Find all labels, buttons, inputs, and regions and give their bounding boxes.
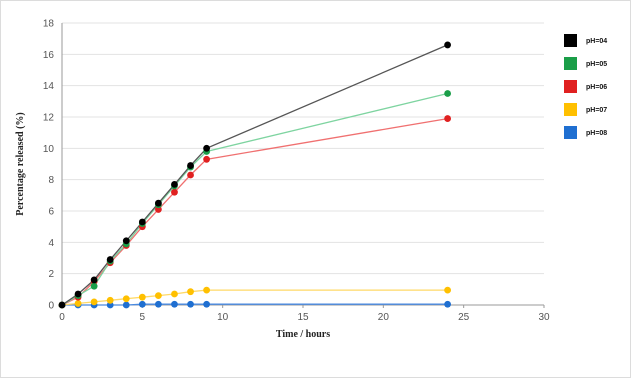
x-tick-label: 30 [538, 312, 550, 323]
data-point-pH=04 [171, 180, 178, 188]
x-tick-label: 15 [297, 312, 309, 323]
y-tick-label: 16 [43, 50, 55, 61]
data-point-pH=08 [444, 300, 451, 308]
y-tick-label: 14 [43, 81, 55, 92]
data-point-pH=04 [58, 301, 66, 309]
data-point-pH=06 [203, 155, 211, 163]
axes: 0 2 4 6 8 10 12 14 16 18 0 5 10 15 20 25 30 [43, 19, 550, 324]
data-point-pH=06 [187, 171, 194, 179]
y-axis-title: Percentage released (%) [15, 112, 26, 215]
legend-swatch [564, 34, 577, 47]
data-point-pH=06 [155, 206, 162, 213]
legend: pH=04 pH=05 pH=06 pH=07 pH=08 [564, 34, 607, 139]
data-point-pH=04 [90, 276, 98, 284]
y-tick-label: 18 [43, 19, 55, 30]
legend-swatch [564, 57, 577, 70]
data-point-pH=06 [171, 188, 178, 196]
series-line-pH=04 [61, 44, 448, 306]
data-point-pH=07 [444, 286, 451, 294]
y-tick-label: 4 [48, 238, 54, 249]
data-point-pH=07 [90, 298, 98, 306]
data-point-pH=08 [122, 301, 130, 309]
data-point-pH=04 [138, 218, 146, 226]
legend-label: pH=05 [586, 61, 607, 68]
legend-label: pH=08 [586, 130, 607, 137]
data-point-pH=07 [106, 296, 114, 304]
x-tick-label: 5 [140, 312, 146, 323]
data-point-pH=07 [171, 290, 178, 298]
legend-label: pH=06 [586, 84, 607, 91]
series-line-pH=06 [61, 117, 448, 306]
data-point-pH=04 [122, 237, 130, 245]
data-point-pH=08 [155, 300, 162, 308]
legend-label: pH=07 [586, 107, 607, 114]
grid [62, 22, 544, 275]
legend-swatch [564, 126, 577, 139]
data-point-pH=04 [74, 290, 82, 298]
data-point-pH=08 [187, 300, 194, 308]
x-tick-label: 10 [217, 312, 229, 323]
data-point-pH=07 [74, 300, 82, 307]
y-tick-label: 12 [43, 113, 55, 124]
y-tick-label: 8 [48, 175, 54, 186]
series [58, 41, 451, 309]
series-line-pH=07 [61, 289, 448, 306]
data-point-pH=05 [90, 282, 98, 290]
data-point-pH=08 [203, 300, 211, 308]
y-tick-label: 2 [48, 269, 54, 280]
legend-swatch [564, 80, 577, 93]
data-point-pH=06 [444, 115, 451, 122]
x-axis-title: Time / hours [276, 329, 330, 340]
y-tick-label: 10 [43, 144, 55, 155]
y-tick-label: 0 [48, 301, 54, 312]
data-point-pH=08 [138, 300, 146, 308]
x-tick-label: 20 [378, 312, 390, 323]
data-point-pH=07 [138, 293, 146, 301]
legend-swatch [564, 103, 577, 116]
data-point-pH=04 [155, 199, 162, 207]
x-tick-label: 0 [59, 312, 65, 323]
data-point-pH=08 [106, 301, 114, 309]
data-point-pH=05 [444, 90, 451, 97]
legend-label: pH=04 [586, 38, 607, 45]
data-point-pH=07 [155, 292, 162, 299]
data-point-pH=07 [122, 295, 130, 303]
data-point-pH=04 [444, 41, 451, 49]
data-point-pH=07 [187, 288, 194, 296]
data-point-pH=04 [106, 256, 114, 263]
data-point-pH=04 [203, 144, 211, 152]
data-point-pH=04 [187, 162, 194, 169]
data-point-pH=07 [203, 286, 211, 294]
y-tick-label: 6 [48, 207, 54, 218]
x-tick-label: 25 [458, 312, 470, 323]
data-point-pH=08 [171, 300, 178, 308]
